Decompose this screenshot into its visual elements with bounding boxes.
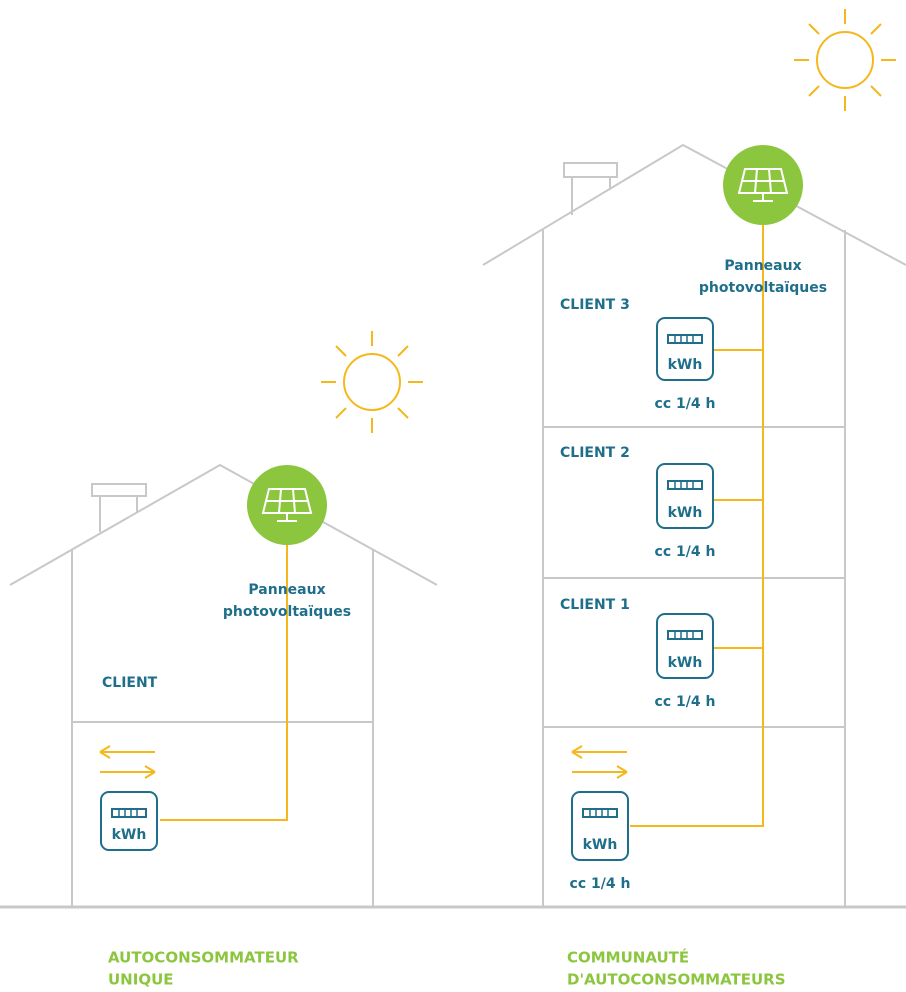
caption: D'AUTOCONSOMMATEURS <box>567 971 786 989</box>
panel-label: Panneaux <box>724 258 801 274</box>
arrows <box>572 746 627 778</box>
caption: AUTOCONSOMMATEUR <box>108 949 299 967</box>
meter-note: cc 1/4 h <box>655 396 716 412</box>
client-label: CLIENT 3 <box>560 297 630 313</box>
meter: kWh cc 1/4 h <box>570 792 631 892</box>
panel-badge <box>723 145 803 225</box>
meter: kWh cc 1/4 h <box>655 614 716 710</box>
meter-note: cc 1/4 h <box>570 876 631 892</box>
panel-label: photovoltaïques <box>223 604 351 620</box>
meter-note: cc 1/4 h <box>655 694 716 710</box>
single-house <box>10 465 437 906</box>
sun <box>794 9 896 111</box>
meter-unit: kWh <box>668 357 703 373</box>
meter-unit: kWh <box>668 505 703 521</box>
solar-panel <box>247 465 327 545</box>
meter: kWh <box>101 792 157 850</box>
panel-badge <box>247 465 327 545</box>
caption: COMMUNAUTÉ <box>567 948 689 967</box>
sun <box>321 331 423 433</box>
arrows <box>100 746 155 778</box>
meter: kWh cc 1/4 h <box>655 318 716 412</box>
client-label: CLIENT 2 <box>560 445 630 461</box>
meter-note: cc 1/4 h <box>655 544 716 560</box>
meter: kWh cc 1/4 h <box>655 464 716 560</box>
client-label: CLIENT 1 <box>560 597 630 613</box>
diagram: Panneaux photovoltaïques CLIENT Panneaux… <box>0 0 906 992</box>
meter-unit: kWh <box>112 827 147 843</box>
solar-panel <box>723 145 803 225</box>
solar-panels <box>247 145 803 545</box>
meter-unit: kWh <box>583 837 618 853</box>
caption: UNIQUE <box>108 971 174 989</box>
panel-label: photovoltaïques <box>699 280 827 296</box>
client-label: CLIENT <box>102 675 158 691</box>
panel-label: Panneaux <box>248 582 325 598</box>
meter-unit: kWh <box>668 655 703 671</box>
